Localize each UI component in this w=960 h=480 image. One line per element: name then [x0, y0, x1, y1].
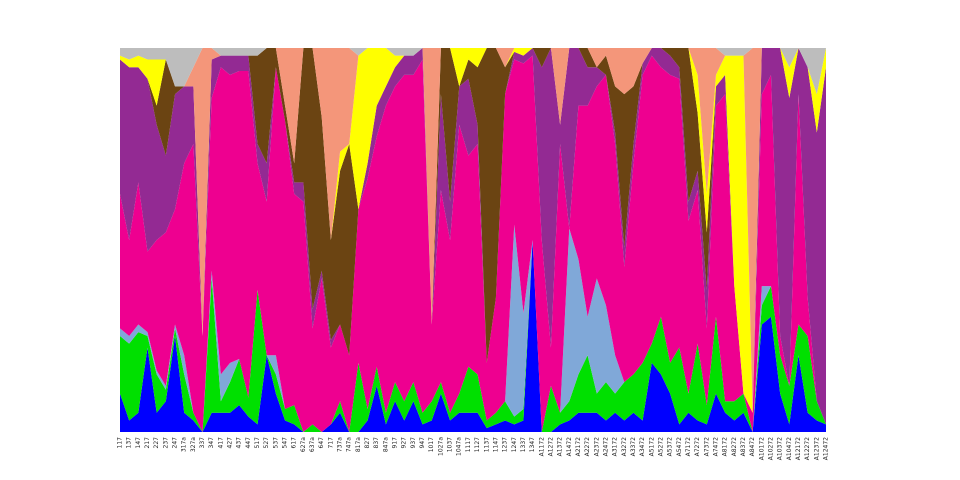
x-tick-label: 747a: [346, 437, 353, 452]
x-tick-label: 117: [117, 437, 124, 449]
x-tick-label: 817a: [355, 437, 362, 452]
x-tick-label: 627a: [300, 437, 307, 452]
x-tick-label: A3172: [612, 437, 619, 457]
x-tick-label: A12272: [804, 437, 811, 460]
x-tick-label: 1037: [447, 437, 454, 452]
x-tick-label: 637a: [309, 437, 316, 452]
x-tick-label: 447: [245, 437, 252, 449]
x-tick-label: 1147: [492, 437, 499, 452]
x-tick-label: A5172: [648, 437, 655, 457]
x-tick-label: A3272: [621, 437, 628, 457]
x-tick-label: 437: [236, 437, 243, 449]
x-tick-label: 647: [318, 437, 325, 449]
x-tick-label: 347: [208, 437, 215, 449]
x-tick-label: A1372: [557, 437, 564, 457]
x-tick-label: A8372: [740, 437, 747, 457]
x-tick-label: A12472: [823, 437, 830, 460]
x-tick-label: 947: [419, 437, 426, 449]
x-tick-label: A10472: [786, 437, 793, 460]
x-tick-label: A5472: [676, 437, 683, 457]
x-tick-label: A2372: [593, 437, 600, 457]
x-tick-label: 1337: [520, 437, 527, 452]
x-tick-label: 147: [135, 437, 142, 449]
x-tick-label: A1272: [547, 437, 554, 457]
x-tick-label: 717: [327, 437, 334, 449]
area: [120, 55, 826, 433]
x-tick-label: 527: [263, 437, 270, 449]
x-tick-label: 1127: [474, 437, 481, 452]
x-tick-label: 1347: [529, 437, 536, 452]
x-tick-label: A12372: [813, 437, 820, 460]
x-tick-label: 537: [272, 437, 279, 449]
x-tick-label: 327a: [190, 437, 197, 452]
x-tick-label: A3472: [639, 437, 646, 457]
area: [120, 48, 826, 95]
x-tick-label: 317a: [181, 437, 188, 452]
x-tick-label: 1117: [465, 437, 472, 452]
x-tick-label: A2472: [602, 437, 609, 457]
x-tick-label: A1472: [566, 437, 573, 457]
x-tick-label: 227: [153, 437, 160, 449]
x-tick-label: 1027a: [437, 437, 444, 456]
x-tick-label: A12172: [795, 437, 802, 460]
x-tick-label: 427: [227, 437, 234, 449]
x-tick-label: A7472: [712, 437, 719, 457]
x-tick-label: 137: [126, 437, 133, 449]
x-tick-label: 247: [172, 437, 179, 449]
x-tick-label: A5272: [657, 437, 664, 457]
x-tick-label: A8272: [731, 437, 738, 457]
x-tick-label: 547: [282, 437, 289, 449]
x-tick-label: A10272: [767, 437, 774, 460]
x-tick-label: 1047a: [456, 437, 463, 456]
x-tick-label: 917: [392, 437, 399, 449]
area: [120, 48, 826, 425]
x-tick-label: A1172: [538, 437, 545, 457]
x-tick-label: 927: [401, 437, 408, 449]
area: [120, 240, 826, 432]
x-tick-label: 1137: [483, 437, 490, 452]
x-tick-label: 1237: [502, 437, 509, 452]
x-tick-label: A2172: [575, 437, 582, 457]
x-tick-label: 337: [199, 437, 206, 449]
x-tick-label: 417: [217, 437, 224, 449]
x-tick-label: A3372: [630, 437, 637, 457]
x-tick-label: A5372: [667, 437, 674, 457]
x-tick-label: A10372: [777, 437, 784, 460]
area: [120, 48, 826, 413]
x-tick-label: A7272: [694, 437, 701, 457]
area: [120, 240, 826, 432]
x-tick-label: 847a: [382, 437, 389, 452]
x-tick-label: 237: [162, 437, 169, 449]
x-tick-label: A8472: [749, 437, 756, 457]
x-tick-label: A2272: [584, 437, 591, 457]
x-tick-label: A10172: [758, 437, 765, 460]
x-tick-label: A7372: [703, 437, 710, 457]
x-tick-label: A7172: [685, 437, 692, 457]
x-tick-label: 827: [364, 437, 371, 449]
x-tick-label: 1017: [428, 437, 435, 452]
area: [120, 48, 826, 413]
x-tick-label: 737a: [337, 437, 344, 452]
x-tick-label: 1247: [511, 437, 518, 452]
x-tick-label: 837: [373, 437, 380, 449]
x-tick-label: 617: [291, 437, 298, 449]
x-tick-label: 937: [410, 437, 417, 449]
x-tick-label: 217: [144, 437, 151, 449]
x-tick-label: A8172: [722, 437, 729, 457]
x-tick-label: 517: [254, 437, 261, 449]
